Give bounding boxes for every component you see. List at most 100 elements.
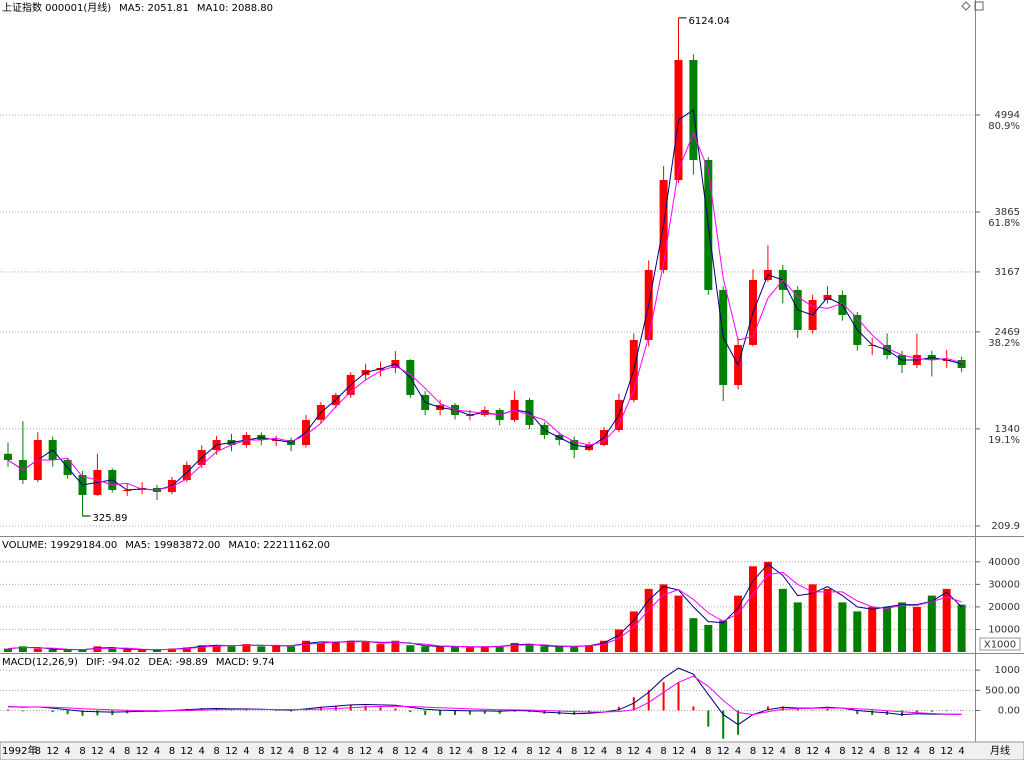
volume-bar	[495, 646, 504, 652]
x-tick-label: 4	[556, 746, 562, 757]
candle-body	[4, 453, 12, 460]
period-label: 月线	[990, 744, 1010, 757]
x-tick-label: 4	[735, 746, 741, 757]
volume-bar	[376, 644, 385, 652]
fib-label: 38.2%	[988, 338, 1020, 349]
x-tick-label: 12	[225, 746, 238, 757]
volume-bar	[316, 642, 325, 652]
x-tick-label: 12	[538, 746, 551, 757]
x-tick-label: 4	[199, 746, 205, 757]
volume-bar	[182, 647, 191, 652]
volume-bar	[33, 648, 42, 652]
volume-bar	[734, 595, 743, 652]
volume-bar	[778, 588, 787, 652]
volume-bar	[108, 648, 117, 652]
volume-bar	[570, 646, 579, 652]
volume-bar	[331, 641, 340, 652]
legend-label: MA10: 2088.80	[197, 3, 273, 14]
x-tick-label: 12	[806, 746, 819, 757]
x-tick-label: 12	[627, 746, 640, 757]
legend-label: MACD: 9.74	[216, 657, 275, 668]
volume-bar	[763, 561, 772, 652]
volume-bar	[808, 584, 817, 652]
icon-window[interactable]	[974, 1, 984, 11]
candle-body	[957, 359, 966, 368]
x-tick-label: 12	[91, 746, 104, 757]
volume-bar	[451, 646, 459, 652]
y-tick-label: 209.9	[991, 521, 1020, 532]
y-tick-label: 10000	[988, 624, 1020, 635]
volume-bar	[257, 646, 266, 652]
volume-bar	[212, 645, 221, 652]
x-tick-label: 4	[333, 746, 339, 757]
legend-label: MA10: 22211162.00	[228, 540, 330, 551]
x-tick-label: 8	[795, 746, 801, 757]
x-tick-label: 4	[377, 746, 383, 757]
legend-label: DIF: -94.02	[86, 657, 140, 668]
x-tick-label: 4	[243, 746, 249, 757]
x-tick-label: 4	[467, 746, 473, 757]
volume-bar	[391, 640, 400, 652]
volume-bar	[48, 649, 57, 652]
x-tick-label: 4	[914, 746, 920, 757]
volume-bar	[406, 645, 415, 652]
x-tick-label: 4	[690, 746, 696, 757]
x-tick-label: 1992年	[2, 744, 37, 757]
volume-bar	[227, 646, 236, 652]
x-tick-label: 8	[526, 746, 532, 757]
volume-bar	[600, 640, 608, 652]
x-tick-label: 4	[824, 746, 830, 757]
x-tick-label: 8	[79, 746, 85, 757]
x-tick-label: 12	[449, 746, 462, 757]
volume-bar	[525, 645, 534, 652]
volume-bar	[853, 611, 862, 652]
x-tick-label: 4	[511, 746, 517, 757]
volume-bar	[480, 646, 489, 652]
x-tick-label: 8	[616, 746, 622, 757]
x-tick-label: 8	[750, 746, 756, 757]
y-tick-label: 4994	[995, 110, 1020, 121]
volume-bar	[868, 606, 877, 652]
legend-label: MA5: 19983872.00	[125, 540, 220, 551]
x-tick-label: 12	[359, 746, 372, 757]
x-tick-label: 4	[780, 746, 786, 757]
x-tick-label: 12	[493, 746, 506, 757]
x-tick-label: 8	[169, 746, 175, 757]
x-tick-label: 8	[258, 746, 264, 757]
x-tick-label: 12	[762, 746, 775, 757]
y-tick-label: 1000	[995, 665, 1020, 676]
x-tick-label: 4	[64, 746, 70, 757]
volume-bar	[957, 604, 966, 652]
x-tick-label: 4	[422, 746, 428, 757]
volume-ma-line	[7, 571, 962, 651]
icon-diamond[interactable]	[961, 1, 971, 11]
x-tick-label: 8	[660, 746, 666, 757]
legend-label: MA5: 2051.81	[119, 3, 189, 14]
legend-label: VOLUME: 19929184.00	[2, 540, 117, 551]
volume-bar	[883, 606, 892, 652]
volume-bar	[78, 649, 87, 652]
volume-bar	[838, 602, 847, 652]
volume-bar	[540, 646, 549, 652]
x-tick-label: 8	[35, 746, 41, 757]
x-tick-label: 8	[884, 746, 890, 757]
x-tick-label: 12	[136, 746, 149, 757]
volume-bar	[749, 566, 757, 652]
fib-label: 61.8%	[988, 218, 1020, 229]
volume-bar	[585, 645, 594, 652]
time-axis	[0, 741, 1024, 760]
y-tick-label: 500.00	[985, 685, 1020, 696]
volume-bar	[167, 648, 176, 652]
volume-bar	[302, 640, 310, 652]
volume-bar	[927, 595, 936, 652]
volume-bar	[719, 620, 728, 652]
x-tick-label: 12	[404, 746, 417, 757]
volume-bar	[510, 642, 519, 652]
macd-line	[8, 675, 962, 716]
unit-box	[979, 637, 1021, 651]
x-tick-label: 8	[437, 746, 443, 757]
volume-bar	[942, 588, 951, 652]
x-tick-label: 12	[180, 746, 193, 757]
x-tick-label: 8	[392, 746, 398, 757]
volume-bar	[674, 595, 683, 652]
